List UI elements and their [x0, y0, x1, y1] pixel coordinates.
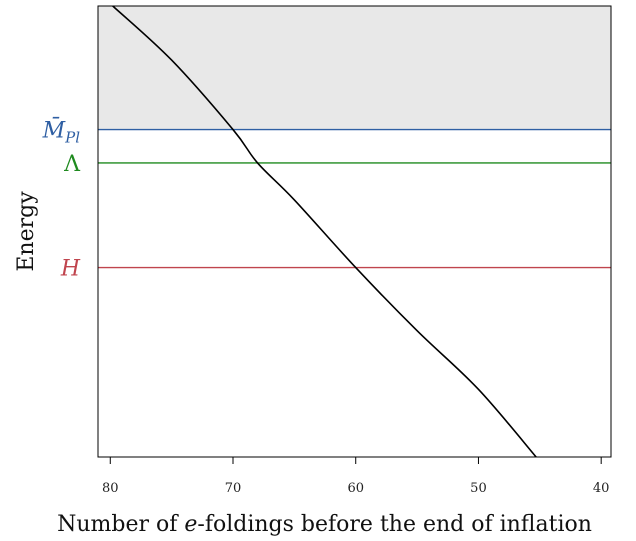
x-axis-title: Number of e-foldings before the end of i…: [57, 512, 592, 537]
level-label-mpl: M̄Pl: [42, 117, 81, 147]
x-axis-title-suffix: -foldings before the end of inflation: [197, 512, 592, 537]
y-level-labels: M̄Pl Λ H: [42, 117, 82, 282]
x-axis-title-italic: e: [184, 512, 197, 537]
energy-levels: [98, 128, 611, 269]
x-tick-label: 50: [470, 481, 487, 496]
x-tick-label: 80: [102, 481, 119, 496]
x-axis: 80 70 60 50 40: [102, 457, 609, 496]
y-axis-title: Energy: [14, 191, 39, 272]
x-tick-label: 60: [347, 481, 364, 496]
level-label-lambda: Λ: [63, 152, 81, 177]
x-axis-title-prefix: Number of: [57, 512, 184, 537]
level-label-h: H: [60, 257, 81, 282]
plot-frame: [97, 5, 612, 458]
x-tick-label: 40: [593, 481, 610, 496]
shaded-region: [98, 6, 611, 130]
x-tick-label: 70: [225, 481, 242, 496]
series-line: [112, 5, 537, 458]
